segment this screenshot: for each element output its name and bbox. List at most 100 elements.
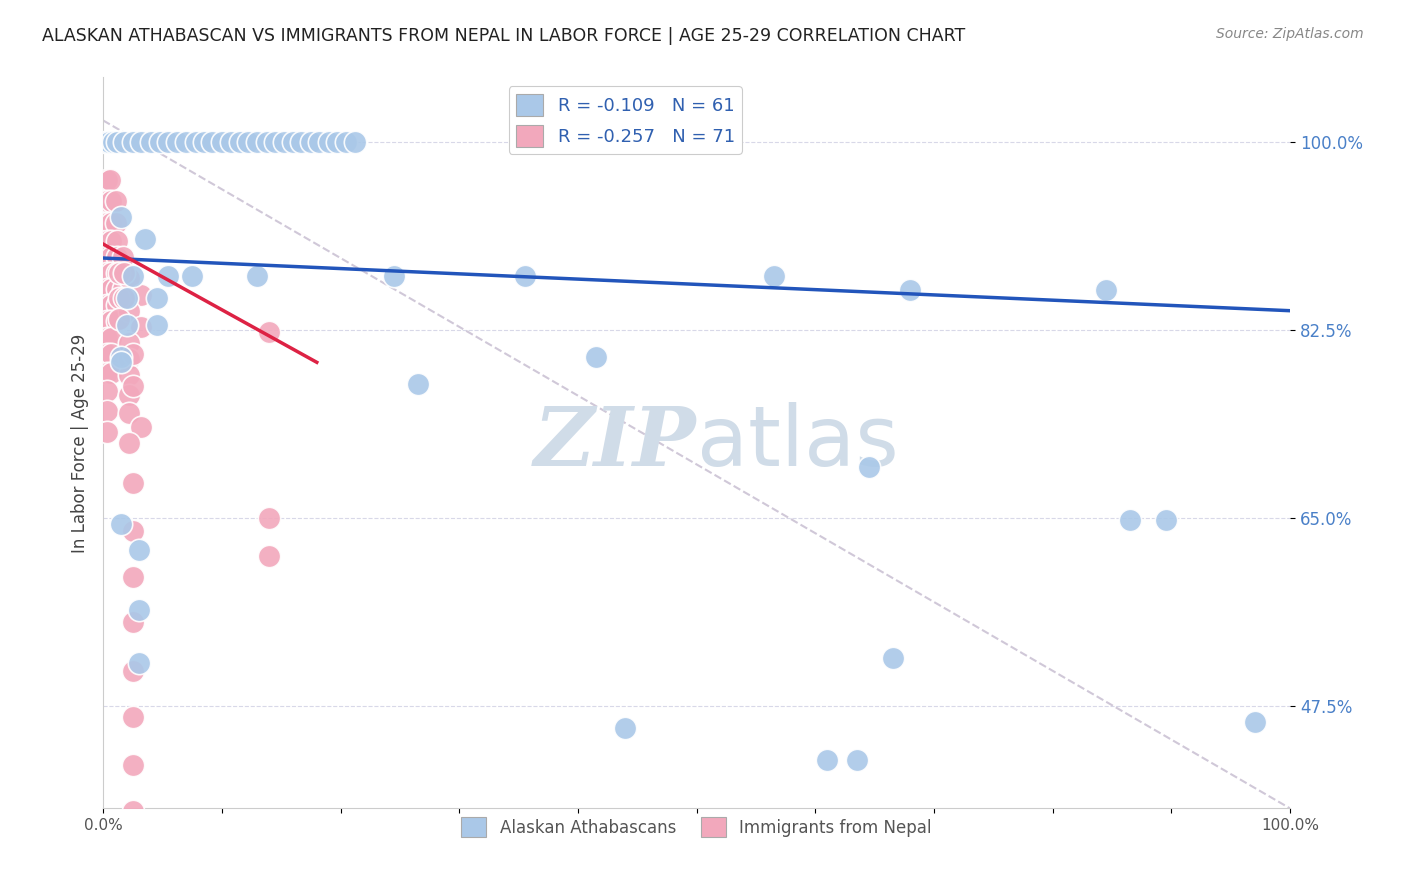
Point — [100, 366, 122, 380]
Point — [145, 291, 167, 305]
Point — [105, 135, 128, 149]
Point — [318, 135, 340, 149]
Point — [326, 135, 349, 149]
Point — [335, 135, 357, 149]
Point — [118, 352, 141, 367]
Point — [184, 135, 207, 149]
Point — [129, 419, 152, 434]
Point — [105, 250, 128, 264]
Point — [882, 651, 904, 665]
Point — [129, 135, 152, 149]
Point — [96, 234, 118, 248]
Point — [115, 291, 138, 305]
Point — [98, 135, 121, 149]
Point — [585, 350, 607, 364]
Point — [103, 135, 125, 149]
Point — [112, 250, 135, 264]
Point — [134, 232, 156, 246]
Point — [290, 135, 312, 149]
Point — [107, 135, 129, 149]
Point — [94, 135, 117, 149]
Point — [96, 298, 118, 312]
Point — [105, 234, 128, 248]
Point — [382, 269, 405, 284]
Point — [246, 269, 269, 284]
Point — [201, 135, 224, 149]
Point — [211, 135, 233, 149]
Point — [114, 266, 136, 280]
Point — [118, 436, 141, 450]
Point — [264, 135, 287, 149]
Point — [96, 314, 118, 328]
Point — [118, 387, 141, 401]
Point — [100, 250, 122, 264]
Point — [513, 269, 536, 284]
Point — [121, 347, 143, 361]
Point — [110, 350, 132, 364]
Point — [193, 135, 215, 149]
Point — [121, 135, 143, 149]
Point — [343, 135, 366, 149]
Point — [100, 266, 122, 280]
Point — [118, 406, 141, 420]
Point — [273, 135, 295, 149]
Point — [98, 172, 121, 186]
Point — [259, 511, 281, 525]
Point — [121, 615, 143, 630]
Point — [121, 475, 143, 490]
Point — [174, 135, 197, 149]
Point — [898, 283, 921, 297]
Point — [121, 379, 143, 393]
Point — [118, 303, 141, 318]
Point — [96, 266, 118, 280]
Text: atlas: atlas — [696, 402, 898, 483]
Point — [128, 543, 150, 558]
Point — [110, 516, 132, 531]
Point — [128, 657, 150, 671]
Point — [100, 298, 122, 312]
Point — [1095, 283, 1118, 297]
Point — [100, 216, 122, 230]
Point — [259, 325, 281, 339]
Point — [96, 425, 118, 440]
Point — [281, 135, 304, 149]
Point — [299, 135, 322, 149]
Text: ZIP: ZIP — [534, 403, 696, 483]
Point — [139, 135, 162, 149]
Point — [1243, 715, 1265, 730]
Point — [100, 314, 122, 328]
Point — [100, 282, 122, 296]
Point — [110, 210, 132, 224]
Point — [121, 664, 143, 678]
Point — [105, 216, 128, 230]
Point — [100, 234, 122, 248]
Point — [157, 135, 180, 149]
Point — [105, 266, 128, 280]
Point — [96, 347, 118, 361]
Point — [259, 549, 281, 563]
Point — [110, 355, 132, 369]
Y-axis label: In Labor Force | Age 25-29: In Labor Force | Age 25-29 — [72, 334, 89, 552]
Point — [96, 403, 118, 417]
Point — [308, 135, 330, 149]
Point — [96, 250, 118, 264]
Point — [121, 758, 143, 772]
Point — [149, 135, 172, 149]
Point — [118, 335, 141, 350]
Point — [121, 269, 143, 284]
Point — [221, 135, 243, 149]
Point — [105, 282, 128, 296]
Text: Source: ZipAtlas.com: Source: ZipAtlas.com — [1216, 27, 1364, 41]
Point — [100, 330, 122, 344]
Point — [121, 710, 143, 724]
Point — [1119, 513, 1142, 527]
Point — [762, 269, 785, 284]
Point — [858, 459, 880, 474]
Point — [96, 282, 118, 296]
Point — [112, 282, 135, 296]
Point — [107, 291, 129, 305]
Point — [96, 172, 118, 186]
Point — [129, 319, 152, 334]
Point — [100, 347, 122, 361]
Point — [129, 287, 152, 301]
